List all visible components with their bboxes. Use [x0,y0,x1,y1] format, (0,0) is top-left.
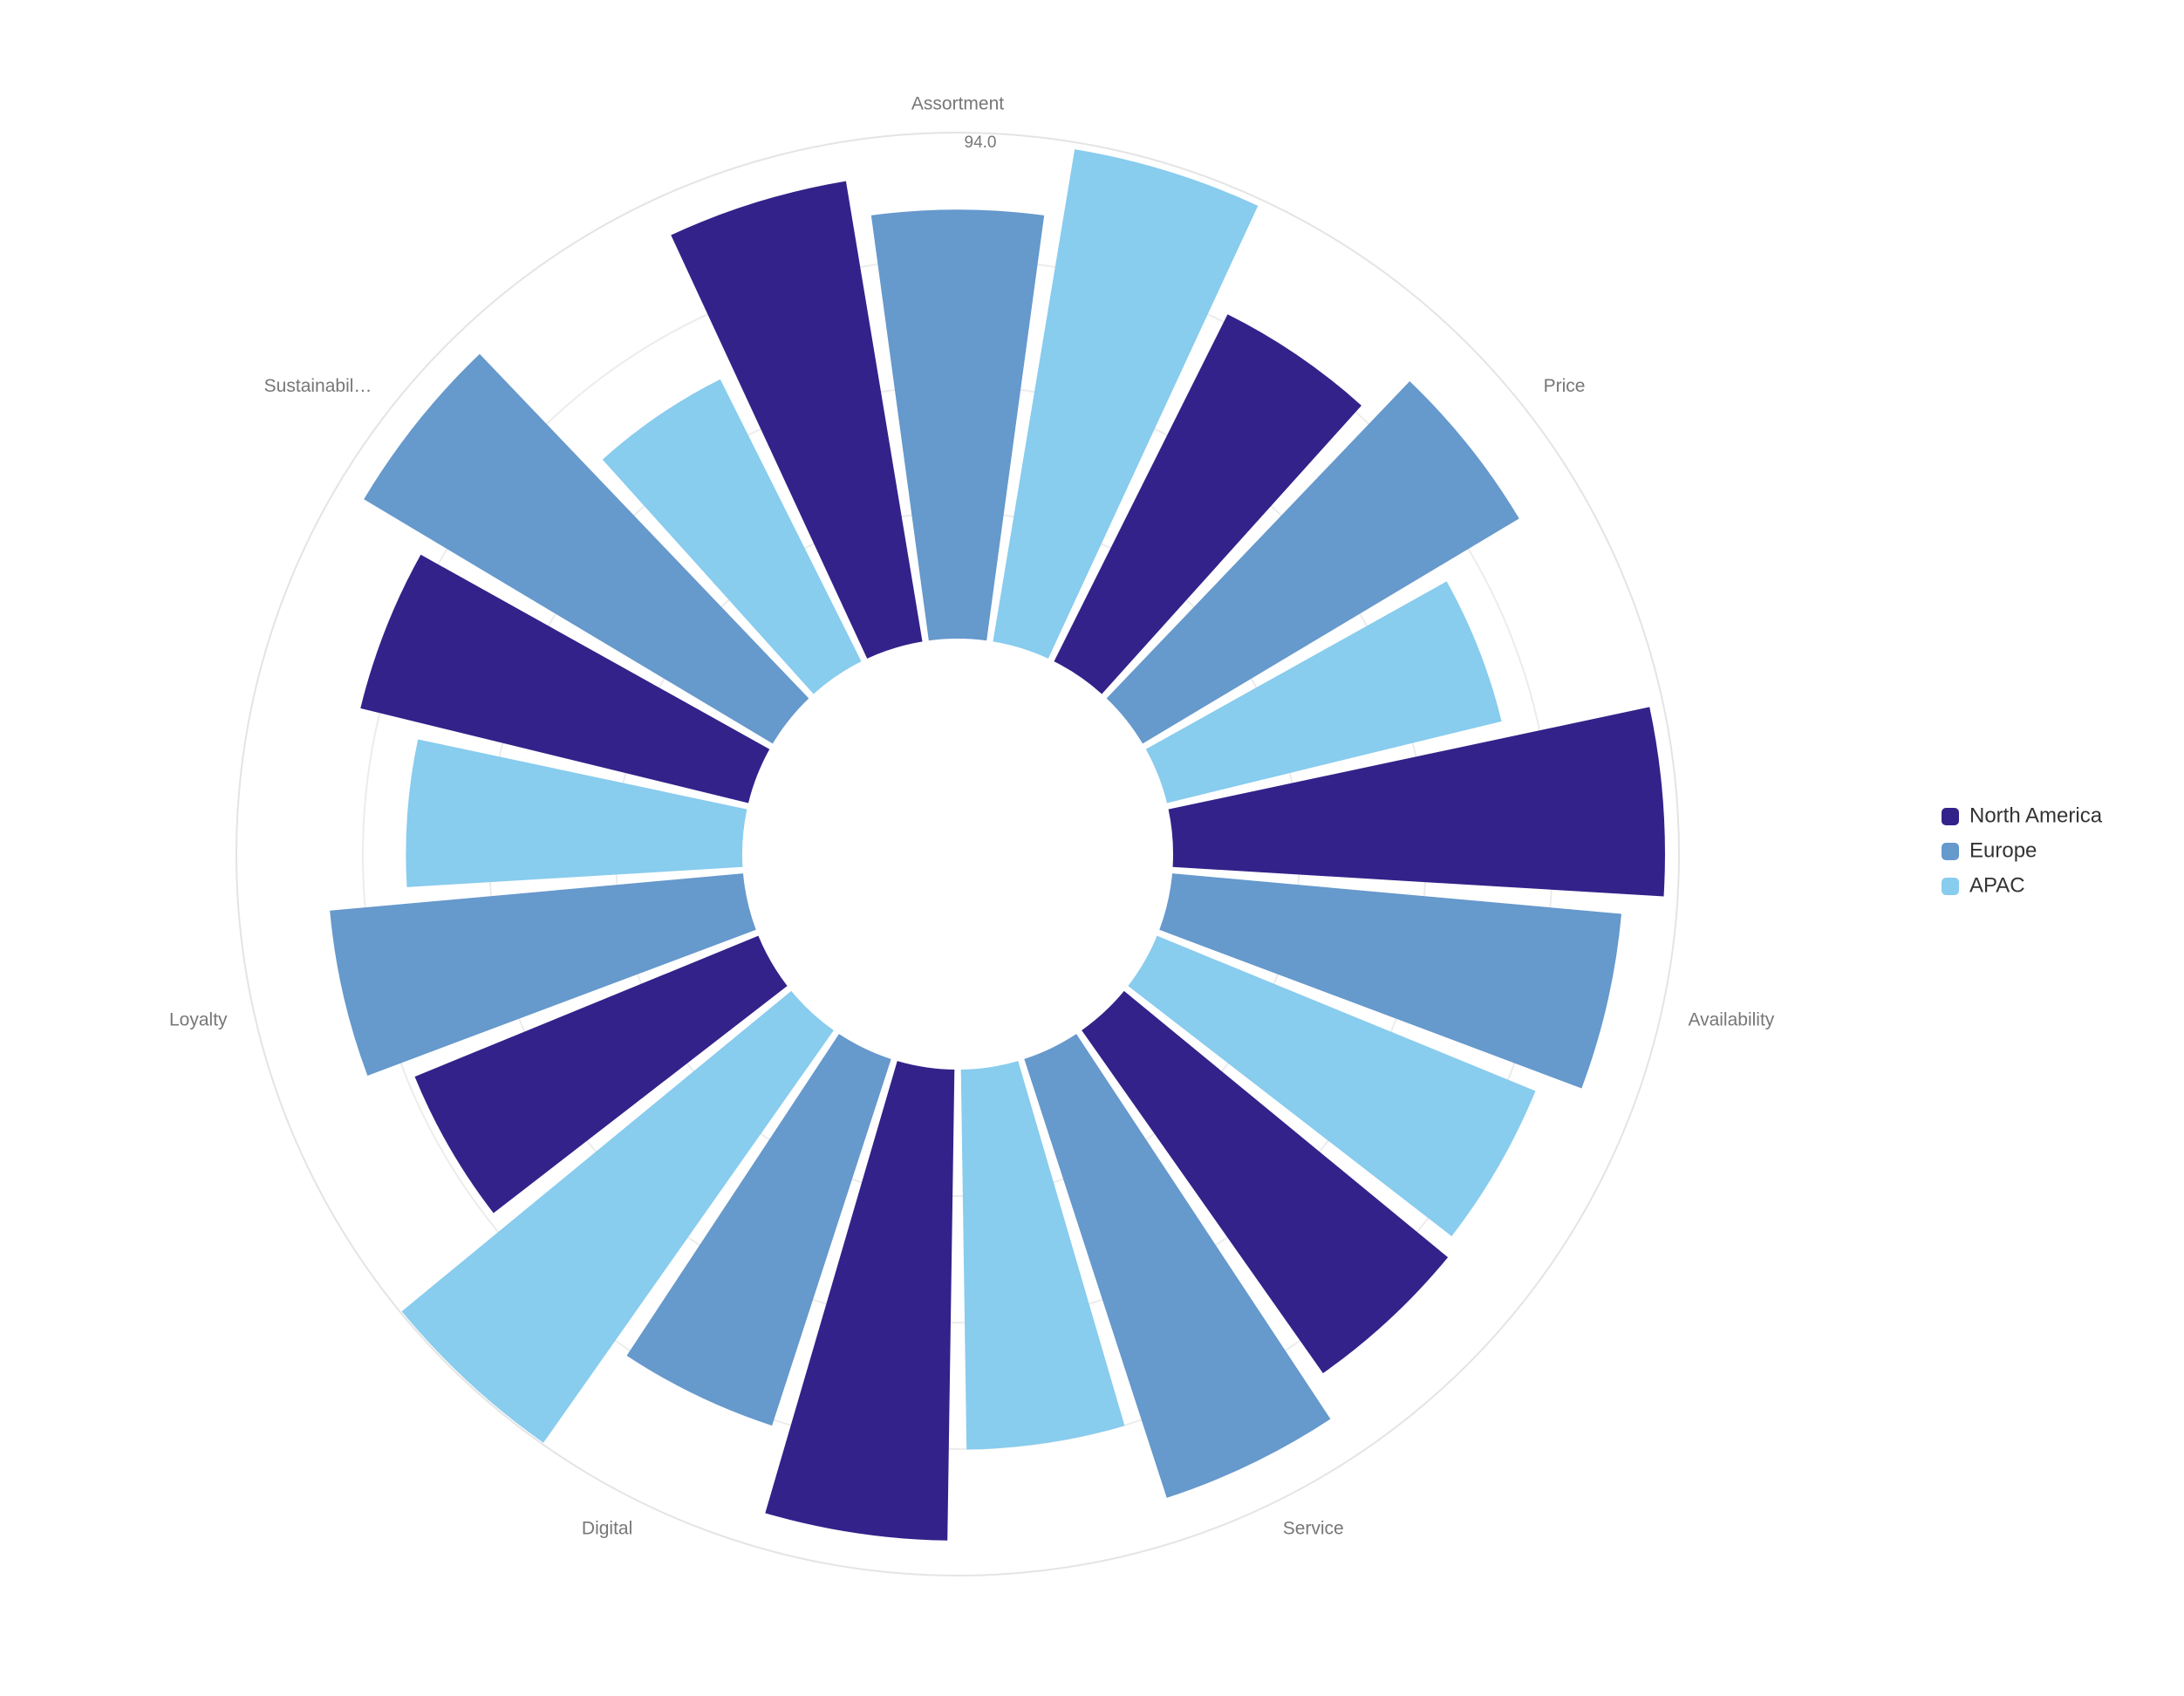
bar [414,935,788,1214]
legend-label: APAC [1969,873,2025,897]
bar [1168,707,1665,897]
bar [602,379,862,694]
category-label: Assortment [911,94,1004,114]
bar [364,353,809,744]
bar [1145,581,1502,804]
bar [1159,873,1621,1089]
legend-label: North America [1969,804,2103,827]
bar [960,1061,1125,1450]
legend-swatch [1942,808,1959,825]
bar [406,739,747,887]
category-label: Digital [582,1518,632,1538]
category-label: Loyalty [169,1010,228,1030]
category-label: Sustainabil… [264,376,372,396]
bar [401,990,834,1443]
legend-swatch [1942,878,1959,895]
bar [993,149,1259,659]
category-label: Price [1544,376,1586,396]
bar [1128,935,1536,1236]
bar [360,554,770,804]
grid-line [235,132,1680,1576]
bar [330,873,756,1076]
bar [1054,314,1362,694]
bar [626,1034,891,1426]
bar [1106,380,1519,744]
category-label: Availability [1688,1010,1774,1030]
legend-swatch [1942,843,1959,860]
bar [1024,1034,1331,1498]
category-label: Service [1283,1518,1344,1538]
r-tick-label: 94.0 [965,133,997,152]
bar [870,209,1045,641]
bar [671,181,923,659]
bar [1082,990,1449,1374]
bar [765,1061,955,1541]
legend-label: Europe [1969,838,2037,862]
